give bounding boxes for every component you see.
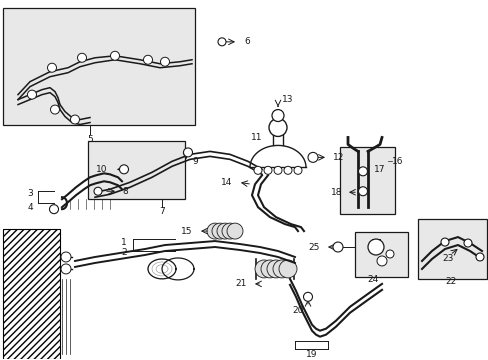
Circle shape <box>183 148 192 157</box>
Circle shape <box>49 205 59 213</box>
Circle shape <box>273 166 282 174</box>
Circle shape <box>307 152 317 162</box>
Circle shape <box>284 166 291 174</box>
Bar <box>417 219 486 279</box>
Text: 23: 23 <box>442 255 453 264</box>
Circle shape <box>266 260 285 278</box>
Circle shape <box>293 166 302 174</box>
Circle shape <box>254 260 272 278</box>
Text: 21: 21 <box>235 279 246 288</box>
Circle shape <box>264 166 271 174</box>
Text: 16: 16 <box>391 157 403 166</box>
Bar <box>354 232 407 277</box>
Text: 22: 22 <box>445 278 456 287</box>
Text: 20: 20 <box>292 306 304 315</box>
Circle shape <box>206 223 223 239</box>
Circle shape <box>332 242 342 252</box>
Circle shape <box>47 63 57 72</box>
Circle shape <box>212 223 227 239</box>
Text: 13: 13 <box>282 95 293 104</box>
Circle shape <box>358 167 367 176</box>
Circle shape <box>61 252 71 262</box>
Circle shape <box>367 239 383 255</box>
Text: 18: 18 <box>330 188 341 197</box>
Circle shape <box>440 238 448 246</box>
Circle shape <box>253 166 262 174</box>
Text: 11: 11 <box>250 133 262 142</box>
Circle shape <box>27 90 37 99</box>
Circle shape <box>475 253 483 261</box>
Circle shape <box>279 260 296 278</box>
Text: 25: 25 <box>308 243 319 252</box>
Circle shape <box>50 105 60 114</box>
Text: 15: 15 <box>180 226 192 235</box>
Text: 6: 6 <box>244 37 249 46</box>
Circle shape <box>119 165 128 174</box>
Circle shape <box>303 292 312 301</box>
Circle shape <box>268 118 286 136</box>
Circle shape <box>110 51 119 60</box>
Circle shape <box>218 38 225 46</box>
Circle shape <box>70 115 80 124</box>
Text: 8: 8 <box>122 187 127 196</box>
Text: 7: 7 <box>159 207 164 216</box>
Bar <box>88 141 184 199</box>
Text: 24: 24 <box>366 275 378 284</box>
Circle shape <box>261 260 279 278</box>
Circle shape <box>217 223 232 239</box>
Text: 10: 10 <box>95 165 107 174</box>
Text: 3: 3 <box>27 189 33 198</box>
Circle shape <box>376 256 386 266</box>
Circle shape <box>385 250 393 258</box>
Text: 4: 4 <box>27 203 33 212</box>
Circle shape <box>77 53 86 62</box>
Text: 14: 14 <box>220 178 231 187</box>
Text: 19: 19 <box>305 350 317 359</box>
Text: 9: 9 <box>192 157 197 166</box>
Text: 2: 2 <box>121 248 127 257</box>
Bar <box>3 8 195 125</box>
Circle shape <box>358 187 367 196</box>
Circle shape <box>271 109 284 122</box>
Circle shape <box>226 223 243 239</box>
Circle shape <box>94 187 102 195</box>
Bar <box>339 147 394 214</box>
Text: 5: 5 <box>87 135 93 144</box>
Bar <box>3 229 60 359</box>
Circle shape <box>143 55 152 64</box>
Text: 12: 12 <box>332 153 344 162</box>
Circle shape <box>61 264 71 274</box>
Text: 1: 1 <box>121 238 127 247</box>
Circle shape <box>463 239 471 247</box>
Text: 17: 17 <box>373 165 385 174</box>
Circle shape <box>160 57 169 66</box>
Circle shape <box>272 260 290 278</box>
Circle shape <box>222 223 238 239</box>
